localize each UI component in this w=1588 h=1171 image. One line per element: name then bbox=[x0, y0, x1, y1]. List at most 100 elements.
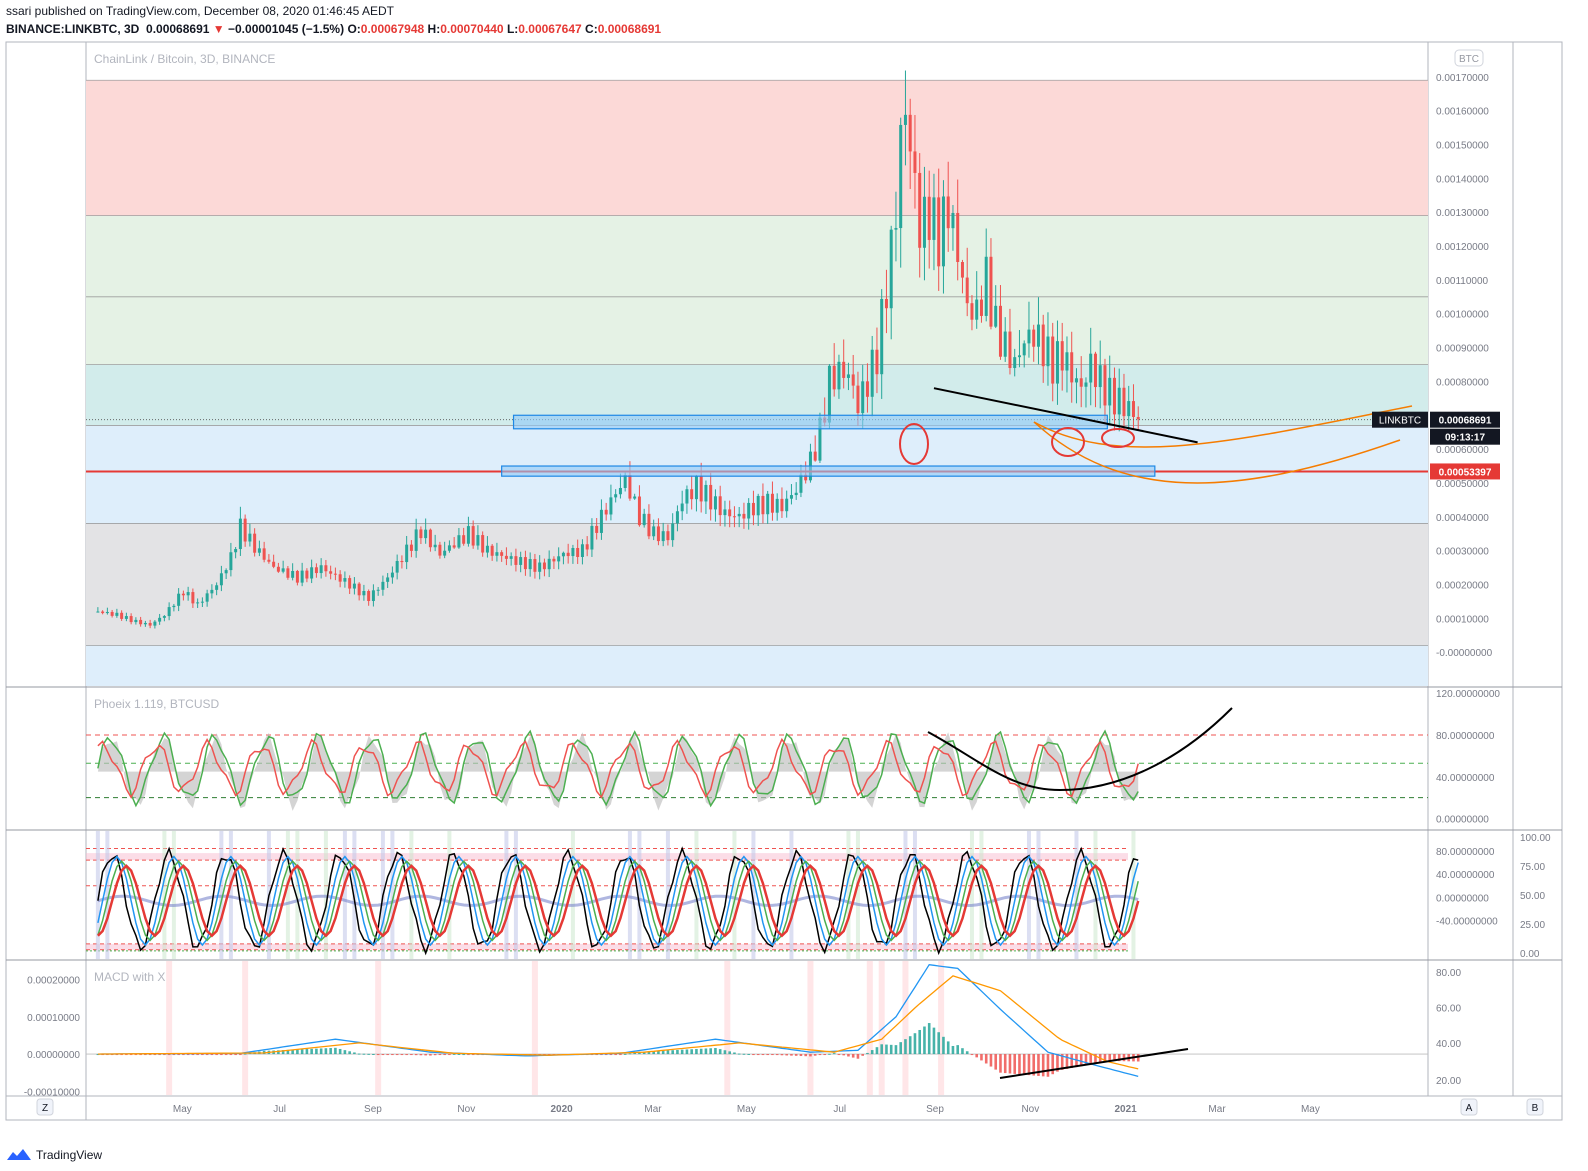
macd-histogram-bar bbox=[353, 1052, 356, 1055]
oscillator-title: Phoeix 1.119, BTCUSD bbox=[94, 697, 220, 711]
candle-body bbox=[1022, 343, 1026, 356]
candle-body bbox=[1041, 324, 1045, 367]
oscillator-tick-label: 0.00000000 bbox=[1436, 815, 1489, 826]
price-tick-label: 0.00140000 bbox=[1436, 174, 1489, 185]
macd-histogram-bar bbox=[984, 1054, 988, 1064]
macd-histogram-bar bbox=[875, 1047, 879, 1055]
symbol-name[interactable]: BINANCE:LINKBTC, 3D bbox=[6, 22, 140, 36]
macd-highlight bbox=[938, 961, 945, 1095]
macd-histogram-bar bbox=[348, 1051, 351, 1055]
macd-histogram-bar bbox=[742, 1053, 746, 1055]
candle-body bbox=[495, 552, 499, 556]
macd-histogram-bar bbox=[946, 1041, 950, 1055]
candle-body bbox=[561, 552, 565, 557]
stoch-highlight bbox=[855, 831, 860, 959]
candle-body bbox=[276, 566, 280, 572]
macd-histogram-bar bbox=[1032, 1054, 1036, 1076]
candle-body bbox=[466, 526, 470, 544]
high-label: H: bbox=[427, 22, 441, 36]
macd-histogram-bar bbox=[794, 1054, 798, 1056]
stoch-highlight bbox=[570, 831, 575, 959]
time-tick-label: Nov bbox=[457, 1104, 475, 1115]
candle-body bbox=[647, 513, 651, 537]
macd-histogram-bar bbox=[129, 1054, 133, 1056]
stoch-highlight bbox=[789, 831, 794, 959]
macd-histogram-bar bbox=[604, 1054, 608, 1056]
candle-body bbox=[832, 365, 836, 390]
candle-body bbox=[167, 607, 171, 617]
axis-button-a[interactable] bbox=[1460, 1098, 1478, 1116]
price-tick-label: 0.00100000 bbox=[1436, 310, 1489, 321]
candle-body bbox=[547, 558, 551, 570]
candle-body bbox=[333, 573, 337, 575]
macd-histogram-bar bbox=[405, 1054, 408, 1056]
stoch-highlight bbox=[903, 831, 908, 959]
candle-body bbox=[856, 385, 860, 414]
stoch-highlight bbox=[1131, 831, 1136, 959]
close-label: C: bbox=[585, 22, 598, 36]
time-tick-label: Mar bbox=[644, 1104, 662, 1115]
price-zone bbox=[86, 523, 1428, 646]
macd-highlight bbox=[242, 961, 249, 1095]
macd-histogram-bar bbox=[600, 1054, 603, 1056]
stoch-series-line bbox=[97, 855, 1139, 947]
candle-body bbox=[775, 498, 779, 513]
candle-body bbox=[362, 591, 366, 596]
candle-body bbox=[656, 526, 660, 542]
macd-right-tick-label: 40.00 bbox=[1436, 1039, 1461, 1050]
macd-histogram-bar bbox=[357, 1053, 361, 1055]
candle-body bbox=[1084, 382, 1088, 387]
candle-body bbox=[1013, 357, 1017, 369]
macd-histogram-bar bbox=[880, 1044, 883, 1055]
macd-histogram-bar bbox=[153, 1054, 157, 1056]
candle-body bbox=[409, 544, 413, 551]
candle-body bbox=[789, 495, 793, 499]
macd-histogram-bar bbox=[1056, 1054, 1059, 1072]
candle-body bbox=[709, 484, 713, 510]
candle-body bbox=[286, 568, 290, 578]
macd-histogram-bar bbox=[1108, 1054, 1112, 1061]
candle-body bbox=[1027, 329, 1031, 344]
macd-trend-line bbox=[999, 1048, 1189, 1079]
candle-body bbox=[234, 549, 238, 553]
axis-button-b[interactable] bbox=[1526, 1098, 1544, 1116]
price-tick-label: 0.00050000 bbox=[1436, 479, 1489, 490]
macd-histogram-bar bbox=[752, 1054, 755, 1056]
publish-info: ssari published on TradingView.com, Dece… bbox=[6, 4, 395, 18]
candle-body bbox=[671, 523, 675, 541]
macd-histogram-bar bbox=[334, 1047, 337, 1055]
candle-body bbox=[1112, 377, 1116, 415]
macd-left-tick-label: -0.00010000 bbox=[24, 1087, 81, 1098]
candle-body bbox=[386, 577, 390, 582]
macd-highlight bbox=[375, 961, 382, 1095]
macd-histogram-bar bbox=[191, 1054, 195, 1056]
candle-body bbox=[975, 299, 979, 320]
macd-histogram-bar bbox=[395, 1054, 399, 1056]
footer-brand[interactable]: TradingView bbox=[36, 1148, 103, 1162]
candle-body bbox=[428, 529, 432, 548]
macd-histogram-bar bbox=[847, 1054, 850, 1057]
axis-button-label-left[interactable]: Z bbox=[42, 1103, 48, 1114]
candle-body bbox=[1017, 355, 1021, 358]
candle-body bbox=[134, 619, 138, 623]
candle-body bbox=[514, 556, 518, 565]
candle-body bbox=[500, 552, 504, 556]
macd-histogram-bar bbox=[452, 1053, 456, 1055]
candle-body bbox=[628, 474, 632, 499]
stoch-highlight bbox=[162, 831, 167, 959]
candle-body bbox=[994, 305, 998, 327]
axis-button-left[interactable] bbox=[36, 1098, 54, 1116]
candle-body bbox=[343, 578, 347, 582]
stoch-tick-label: 80.00000000 bbox=[1436, 847, 1495, 858]
candle-body bbox=[951, 212, 955, 229]
stoch-highlight bbox=[409, 831, 414, 959]
candle-body bbox=[965, 277, 969, 304]
candle-body bbox=[870, 349, 874, 397]
axis-button-label-a[interactable]: A bbox=[1466, 1103, 1473, 1114]
candle-body bbox=[732, 516, 736, 518]
candle-body bbox=[1093, 353, 1097, 388]
candle-body bbox=[191, 592, 195, 604]
axis-button-label-b[interactable]: B bbox=[1532, 1103, 1539, 1114]
stoch-highlight bbox=[1074, 831, 1079, 959]
